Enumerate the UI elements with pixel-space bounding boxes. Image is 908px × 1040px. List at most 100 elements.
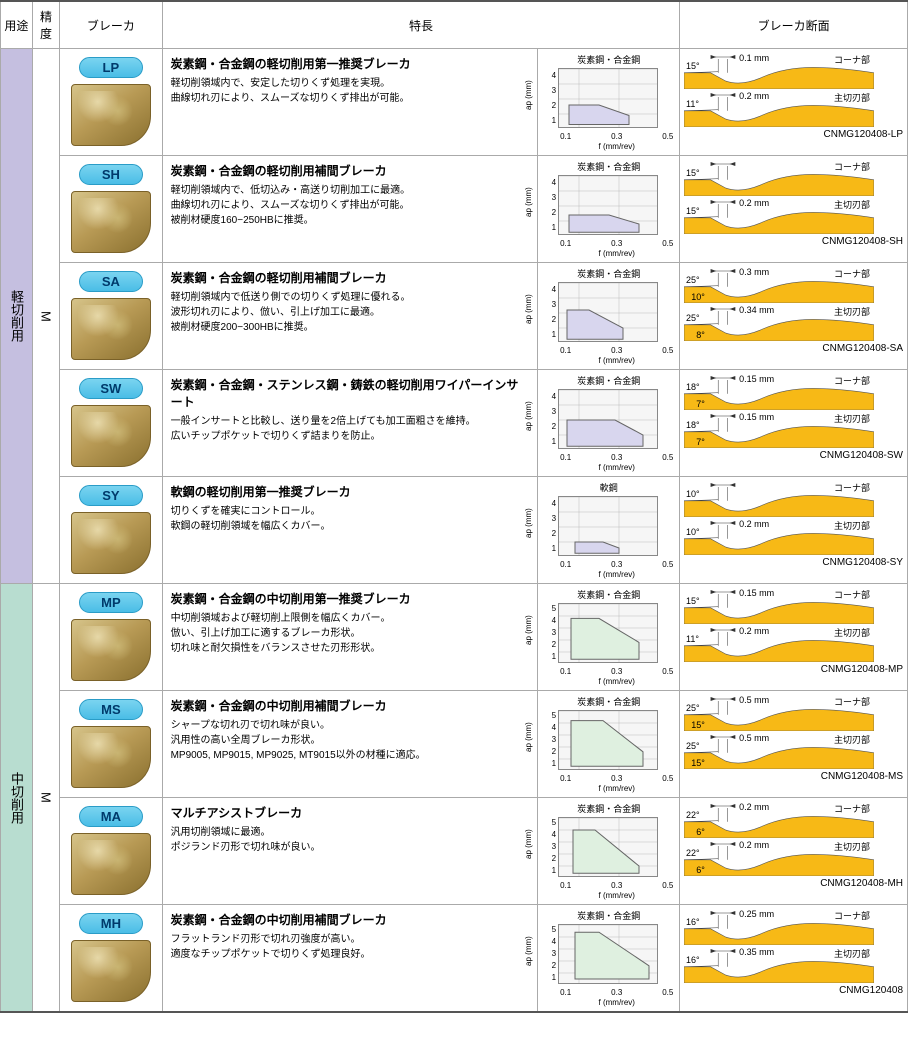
xsection-cell: 25° 10° 0.3 mm コーナ部 25° 8° 0.34 mm 主切刃部 … bbox=[680, 263, 908, 370]
svg-text:0.2 mm: 0.2 mm bbox=[739, 626, 769, 636]
breaker-cell: MA bbox=[60, 798, 162, 905]
insert-icon bbox=[71, 726, 151, 788]
th-features: 特長 bbox=[162, 1, 680, 49]
insert-icon bbox=[71, 833, 151, 895]
svg-text:コーナ部: コーナ部 bbox=[834, 482, 870, 493]
breaker-badge: MP bbox=[79, 592, 143, 613]
chart-title: 炭素鋼・合金鋼 bbox=[542, 53, 675, 66]
table-row: SA 炭素鋼・合金鋼の軽切削用補間ブレーカ 軽切削領域内で低送り側での切りくず処… bbox=[1, 263, 908, 370]
breaker-cell: SY bbox=[60, 477, 162, 584]
svg-text:主切刃部: 主切刃部 bbox=[834, 92, 870, 103]
svg-text:0.3 mm: 0.3 mm bbox=[739, 267, 769, 277]
table-head: 用途 精度 ブレーカ 特長 ブレーカ断面 bbox=[1, 1, 908, 49]
svg-text:10°: 10° bbox=[686, 527, 700, 537]
breaker-badge: MH bbox=[79, 913, 143, 934]
svg-text:主切刃部: 主切刃部 bbox=[834, 627, 870, 638]
feature-cell: 炭素鋼・合金鋼・ステンレス鋼・鋳鉄の軽切削用ワイパーインサート 一般インサートと… bbox=[162, 370, 538, 477]
table-row: SW 炭素鋼・合金鋼・ステンレス鋼・鋳鉄の軽切削用ワイパーインサート 一般インサ… bbox=[1, 370, 908, 477]
th-use: 用途 bbox=[1, 1, 33, 49]
insert-icon bbox=[71, 940, 151, 1002]
xsection-cell: 15° コーナ部 15° 0.2 mm 主切刃部 CNMG120408-SH bbox=[680, 156, 908, 263]
xsec-edge: 18° 7° 0.15 mm 主切刃部 bbox=[684, 412, 903, 448]
svg-text:主切刃部: 主切刃部 bbox=[834, 841, 870, 852]
svg-text:コーナ部: コーナ部 bbox=[834, 375, 870, 386]
part-number: CNMG120408 bbox=[684, 985, 903, 996]
chart-title: 炭素鋼・合金鋼 bbox=[542, 802, 675, 815]
chart-cell: 炭素鋼・合金鋼 ap (mm) 54321 0.10.30.5 f (mm/re… bbox=[538, 905, 680, 1013]
svg-text:25°: 25° bbox=[686, 313, 700, 323]
chart-cell: 炭素鋼・合金鋼 ap (mm) 54321 0.10.30.5 f (mm/re… bbox=[538, 798, 680, 905]
feature-title: 炭素鋼・合金鋼の中切削用第一推奨ブレーカ bbox=[171, 590, 530, 607]
svg-text:15°: 15° bbox=[686, 206, 700, 216]
svg-text:0.2 mm: 0.2 mm bbox=[739, 91, 769, 101]
chart-title: 炭素鋼・合金鋼 bbox=[542, 160, 675, 173]
breaker-badge: LP bbox=[79, 57, 143, 78]
feature-cell: 炭素鋼・合金鋼の軽切削用補間ブレーカ 軽切削領域内で、低切込み・高送り切削加工に… bbox=[162, 156, 538, 263]
xsec-corner: 15° 0.15 mm コーナ部 bbox=[684, 588, 903, 624]
svg-text:11°: 11° bbox=[686, 99, 699, 109]
chart-cell: 炭素鋼・合金鋼 ap (mm) 4321 0.10.30.5 f (mm/rev… bbox=[538, 49, 680, 156]
svg-text:コーナ部: コーナ部 bbox=[834, 696, 870, 707]
svg-text:18°: 18° bbox=[686, 420, 700, 430]
svg-text:0.2 mm: 0.2 mm bbox=[739, 840, 769, 850]
chart-title: 炭素鋼・合金鋼 bbox=[542, 374, 675, 387]
xsec-edge: 25° 15° 0.5 mm 主切刃部 bbox=[684, 733, 903, 769]
feature-cell: 炭素鋼・合金鋼の中切削用第一推奨ブレーカ 中切削領域および軽切削上限側を幅広くカ… bbox=[162, 584, 538, 691]
part-number: CNMG120408-SW bbox=[684, 450, 903, 461]
part-number: CNMG120408-SA bbox=[684, 343, 903, 354]
breaker-cell: MS bbox=[60, 691, 162, 798]
feature-title: 炭素鋼・合金鋼・ステンレス鋼・鋳鉄の軽切削用ワイパーインサート bbox=[171, 376, 530, 410]
precision-label: M bbox=[32, 49, 59, 584]
part-number: CNMG120408-MH bbox=[684, 878, 903, 889]
chart-cell: 炭素鋼・合金鋼 ap (mm) 54321 0.10.30.5 f (mm/re… bbox=[538, 584, 680, 691]
svg-text:0.2 mm: 0.2 mm bbox=[739, 519, 769, 529]
table-row: SY 軟鋼の軽切削用第一推奨ブレーカ 切りくずを確実にコントロール。軟鋼の軽切削… bbox=[1, 477, 908, 584]
part-number: CNMG120408-MS bbox=[684, 771, 903, 782]
feature-lines: 汎用切削領域に最適。ポジランド刃形で切れ味が良い。 bbox=[171, 825, 530, 855]
insert-icon bbox=[71, 298, 151, 360]
xsec-edge: 11° 0.2 mm 主切刃部 bbox=[684, 91, 903, 127]
svg-text:10°: 10° bbox=[692, 292, 706, 302]
part-number: CNMG120408-SH bbox=[684, 236, 903, 247]
xsec-corner: 15° 0.1 mm コーナ部 bbox=[684, 53, 903, 89]
svg-text:25°: 25° bbox=[686, 741, 700, 751]
part-number: CNMG120408-SY bbox=[684, 557, 903, 568]
svg-text:10°: 10° bbox=[686, 489, 700, 499]
svg-text:25°: 25° bbox=[686, 703, 700, 713]
svg-text:コーナ部: コーナ部 bbox=[834, 803, 870, 814]
feature-title: 炭素鋼・合金鋼の中切削用補間ブレーカ bbox=[171, 911, 530, 928]
svg-text:22°: 22° bbox=[686, 848, 700, 858]
svg-text:15°: 15° bbox=[686, 596, 700, 606]
chart-cell: 炭素鋼・合金鋼 ap (mm) 4321 0.10.30.5 f (mm/rev… bbox=[538, 370, 680, 477]
chart-cell: 炭素鋼・合金鋼 ap (mm) 4321 0.10.30.5 f (mm/rev… bbox=[538, 263, 680, 370]
feature-lines: 中切削領域および軽切削上限側を幅広くカバー。倣い、引上げ加工に適するブレーカ形状… bbox=[171, 611, 530, 656]
breaker-badge: MS bbox=[79, 699, 143, 720]
xsec-edge: 22° 6° 0.2 mm 主切刃部 bbox=[684, 840, 903, 876]
xsection-cell: 10° コーナ部 10° 0.2 mm 主切刃部 CNMG120408-SY bbox=[680, 477, 908, 584]
svg-text:0.1 mm: 0.1 mm bbox=[739, 53, 769, 63]
svg-text:6°: 6° bbox=[697, 865, 706, 875]
svg-text:7°: 7° bbox=[697, 399, 706, 409]
use-label: 軽切削用 bbox=[1, 49, 33, 584]
feature-title: 炭素鋼・合金鋼の軽切削用第一推奨ブレーカ bbox=[171, 55, 530, 72]
xsec-corner: 18° 7° 0.15 mm コーナ部 bbox=[684, 374, 903, 410]
part-number: CNMG120408-LP bbox=[684, 129, 903, 140]
breaker-cell: SA bbox=[60, 263, 162, 370]
chart-title: 炭素鋼・合金鋼 bbox=[542, 267, 675, 280]
feature-lines: 軽切削領域内で、低切込み・高送り切削加工に最適。曲線切れ刃により、スムーズな切り… bbox=[171, 183, 530, 228]
svg-text:主切刃部: 主切刃部 bbox=[834, 734, 870, 745]
xsec-edge: 16° 0.35 mm 主切刃部 bbox=[684, 947, 903, 983]
svg-text:主切刃部: 主切刃部 bbox=[834, 413, 870, 424]
breaker-cell: SW bbox=[60, 370, 162, 477]
feature-lines: 切りくずを確実にコントロール。軟鋼の軽切削領域を幅広くカバー。 bbox=[171, 504, 530, 534]
use-label: 中切削用 bbox=[1, 584, 33, 1013]
chart-cell: 炭素鋼・合金鋼 ap (mm) 54321 0.10.30.5 f (mm/re… bbox=[538, 691, 680, 798]
table-row: MA マルチアシストブレーカ 汎用切削領域に最適。ポジランド刃形で切れ味が良い。… bbox=[1, 798, 908, 905]
feature-lines: シャープな切れ刃で切れ味が良い。汎用性の高い全周ブレーカ形状。MP9005, M… bbox=[171, 718, 530, 763]
svg-text:15°: 15° bbox=[686, 61, 700, 71]
svg-text:7°: 7° bbox=[697, 437, 706, 447]
feature-title: 軟鋼の軽切削用第一推奨ブレーカ bbox=[171, 483, 530, 500]
table-row: MH 炭素鋼・合金鋼の中切削用補間ブレーカ フラットランド刃形で切れ刃強度が高い… bbox=[1, 905, 908, 1013]
svg-text:15°: 15° bbox=[686, 168, 700, 178]
svg-text:11°: 11° bbox=[686, 634, 699, 644]
